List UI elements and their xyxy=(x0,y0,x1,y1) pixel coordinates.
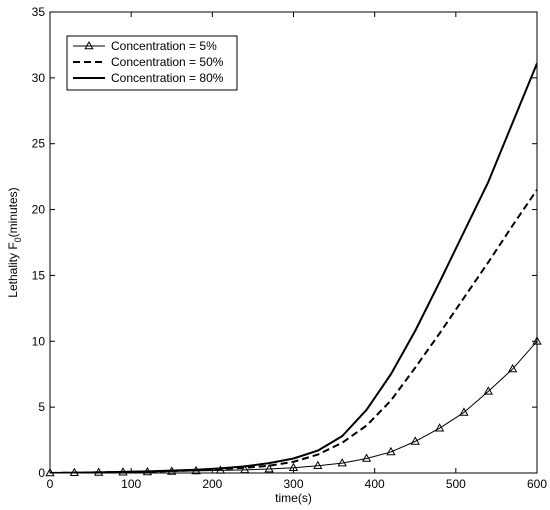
legend: Concentration = 5% Concentration = 50% Con… xyxy=(66,35,238,91)
legend-label-3: Concentration = 80% xyxy=(111,71,224,85)
data-point-marker xyxy=(507,363,518,373)
data-point-marker xyxy=(434,423,445,432)
series-line-1 xyxy=(50,340,537,473)
data-point-marker xyxy=(483,386,493,395)
y-tick-label: 35 xyxy=(32,5,46,19)
x-tick-label: 200 xyxy=(202,477,222,491)
legend-label-1: Concentration = 5% xyxy=(111,39,217,53)
y-tick-label: 0 xyxy=(38,466,45,480)
data-point-marker xyxy=(313,460,323,470)
x-tick-label: 400 xyxy=(365,477,385,491)
legend-label-2: Concentration = 50% xyxy=(111,55,224,69)
x-axis-label: time(s) xyxy=(275,491,312,505)
data-point-marker xyxy=(459,407,469,416)
series-line-3 xyxy=(50,62,537,473)
y-tick-label: 15 xyxy=(32,268,46,282)
data-point-marker xyxy=(410,436,420,445)
y-tick-label: 5 xyxy=(38,400,45,414)
plot-area xyxy=(45,62,542,477)
data-point-marker xyxy=(264,464,274,473)
data-point-marker xyxy=(337,458,347,467)
legend-marker-icon xyxy=(84,40,94,50)
y-axis-label: Lethality F0(minutes) xyxy=(6,187,23,297)
x-tick-label: 0 xyxy=(47,477,54,491)
x-tick-label: 100 xyxy=(121,477,141,491)
y-tick-label: 20 xyxy=(32,203,46,217)
axes: 0 100 200 300 400 500 600 0 5 10 15 20 25 30 35 time(s)… xyxy=(6,5,547,505)
x-tick-label: 600 xyxy=(527,477,547,491)
x-tick-label: 300 xyxy=(283,477,303,491)
data-point-marker xyxy=(361,453,372,462)
y-tick-label: 30 xyxy=(32,71,46,85)
data-point-marker xyxy=(386,446,396,456)
x-tick-label: 500 xyxy=(446,477,466,491)
y-tick-label: 10 xyxy=(32,334,46,348)
y-tick-label: 25 xyxy=(32,137,46,151)
